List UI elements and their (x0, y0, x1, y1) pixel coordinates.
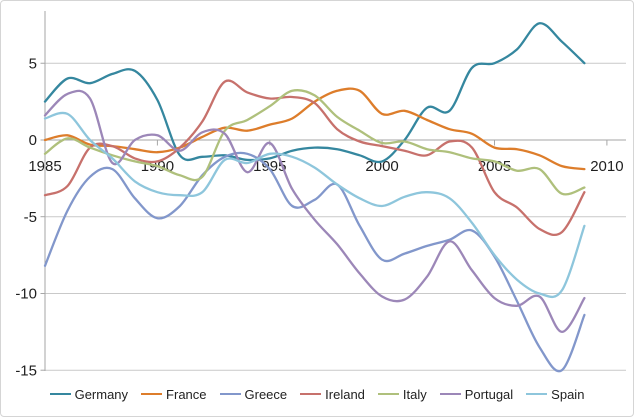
series-line-ireland[interactable] (43, 79, 586, 237)
series-line-france[interactable] (43, 87, 586, 171)
legend-label: Germany (74, 386, 129, 402)
legend-line-marker-germany (49, 393, 71, 395)
x-axis-label-2010: 2010 (590, 158, 623, 175)
x-axis-label-1985: 1985 (28, 158, 61, 175)
series-line-spain[interactable] (43, 111, 586, 299)
legend-item-spain[interactable]: Spain (526, 388, 584, 401)
legend-line-marker-greece (219, 393, 241, 395)
legend-line-marker-spain (526, 393, 548, 395)
legend-label: Ireland (325, 386, 365, 402)
series-line-germany[interactable] (43, 22, 586, 164)
series-line-greece[interactable] (43, 151, 586, 373)
legend-item-portugal[interactable]: Portugal (439, 386, 514, 402)
series-line-italy[interactable] (43, 89, 586, 196)
legend-label: Greece (244, 386, 288, 402)
legend-item-italy[interactable]: Italy (377, 386, 427, 402)
y-axis-label-5: 5 (29, 55, 37, 72)
legend-line-marker-portugal (439, 393, 461, 395)
y-axis-label-0: 0 (29, 132, 37, 149)
legend-item-france[interactable]: France (141, 386, 207, 402)
series-line-portugal[interactable] (43, 89, 586, 334)
legend-label: France (166, 386, 207, 402)
chart-legend: Germany France Greece Ireland Italy Portugal S… (1, 381, 633, 407)
legend-line-marker-ireland (300, 393, 322, 395)
x-axis-label-2005: 2005 (478, 158, 511, 175)
legend-label: Spain (551, 386, 585, 402)
legend-label: Italy (402, 386, 427, 402)
legend-line-marker-france (141, 393, 163, 395)
legend-item-ireland[interactable]: Ireland (300, 388, 365, 401)
legend-item-greece[interactable]: Greece (219, 386, 288, 402)
legend-label: Portugal (464, 386, 514, 402)
y-axis-label--10: -10 (15, 286, 37, 303)
y-axis-label--15: -15 (15, 362, 37, 379)
legend-item-germany[interactable]: Germany (49, 386, 129, 402)
y-axis-label--5: -5 (24, 209, 37, 226)
legend-line-marker-italy (377, 393, 399, 395)
